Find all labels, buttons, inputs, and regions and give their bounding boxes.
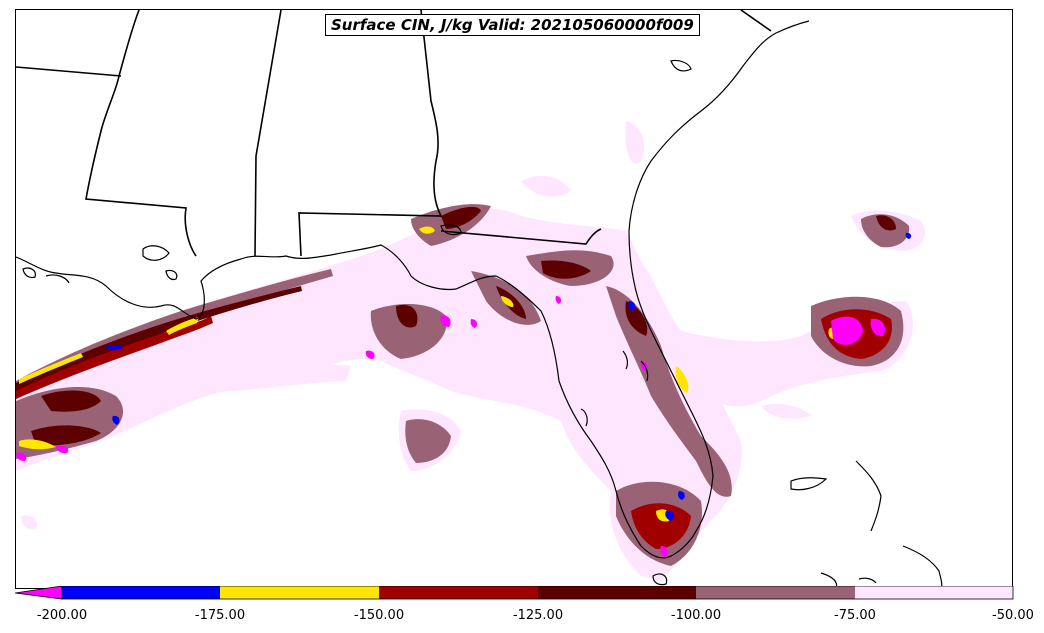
colorbar-tick-label: -125.00 (512, 608, 564, 623)
colorbar-segment-lightpink (855, 586, 1013, 599)
colorbar-tick-label: -100.00 (670, 608, 722, 623)
colorbar-segment-blue (62, 586, 220, 599)
colorbar-tick-label: -175.00 (194, 608, 246, 623)
colorbar-tick-label: -50.00 (992, 608, 1034, 623)
colorbar (15, 586, 1014, 600)
state-borders (16, 10, 772, 257)
colorbar-tick-label: -75.00 (834, 608, 876, 623)
colorbar-segment-mauve (696, 586, 855, 599)
cin-band-darkred (16, 206, 896, 446)
colorbar-tick-label: -150.00 (353, 608, 405, 623)
map-canvas (16, 10, 943, 588)
cin-band-light (16, 121, 925, 581)
colorbar-segment-darkred (538, 586, 696, 599)
map-frame (15, 9, 1013, 589)
map-title: Surface CIN, J/kg Valid: 202105060000f00… (325, 14, 700, 36)
colorbar-tick-label: -200.00 (36, 608, 88, 623)
cin-band-magenta (16, 296, 886, 557)
colorbar-extend-triangle (15, 586, 63, 600)
colorbar-segment-yellow (220, 586, 379, 599)
colorbar-border (61, 586, 1014, 600)
colorbar-segment-red (379, 586, 538, 599)
